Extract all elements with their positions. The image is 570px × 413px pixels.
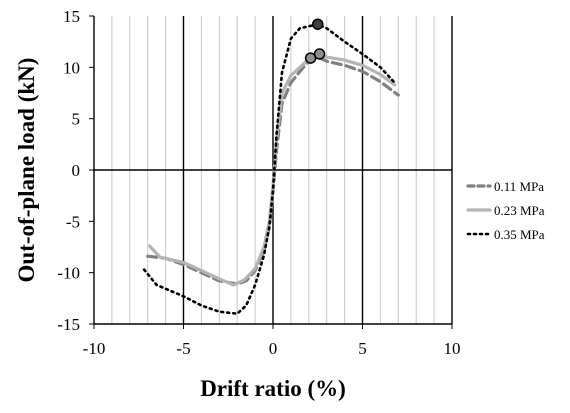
legend: 0.11 MPa 0.23 MPa 0.35 MPa — [466, 179, 545, 242]
series-lines — [142, 22, 400, 315]
axes — [89, 15, 453, 329]
legend-label-1: 0.11 MPa — [494, 179, 544, 194]
x-axis-title: Drift ratio (%) — [200, 376, 346, 401]
y-tick-label: 10 — [63, 58, 80, 77]
y-tick-label: -5 — [66, 212, 80, 231]
x-tick-label: 5 — [358, 339, 367, 358]
series-line-1 — [146, 55, 400, 286]
peak-marker — [312, 18, 324, 30]
x-tick-label: 0 — [269, 339, 278, 358]
y-tick-label: 15 — [63, 7, 80, 26]
y-tick-label: 5 — [72, 110, 81, 129]
y-axis-title: Out-of-plane load (kN) — [14, 58, 39, 283]
x-tick-label: -10 — [83, 339, 106, 358]
peak-marker — [313, 48, 326, 60]
y-tick-label: -10 — [57, 264, 80, 283]
peak-markers — [304, 18, 326, 64]
x-tick-label: 10 — [444, 339, 461, 358]
y-tick-label: -15 — [57, 315, 80, 334]
legend-label-3: 0.35 MPa — [494, 227, 545, 242]
x-tick-label: -5 — [176, 339, 190, 358]
series-line-3 — [142, 22, 396, 315]
y-tick-label: 0 — [72, 161, 81, 180]
legend-label-2: 0.23 MPa — [494, 203, 545, 218]
